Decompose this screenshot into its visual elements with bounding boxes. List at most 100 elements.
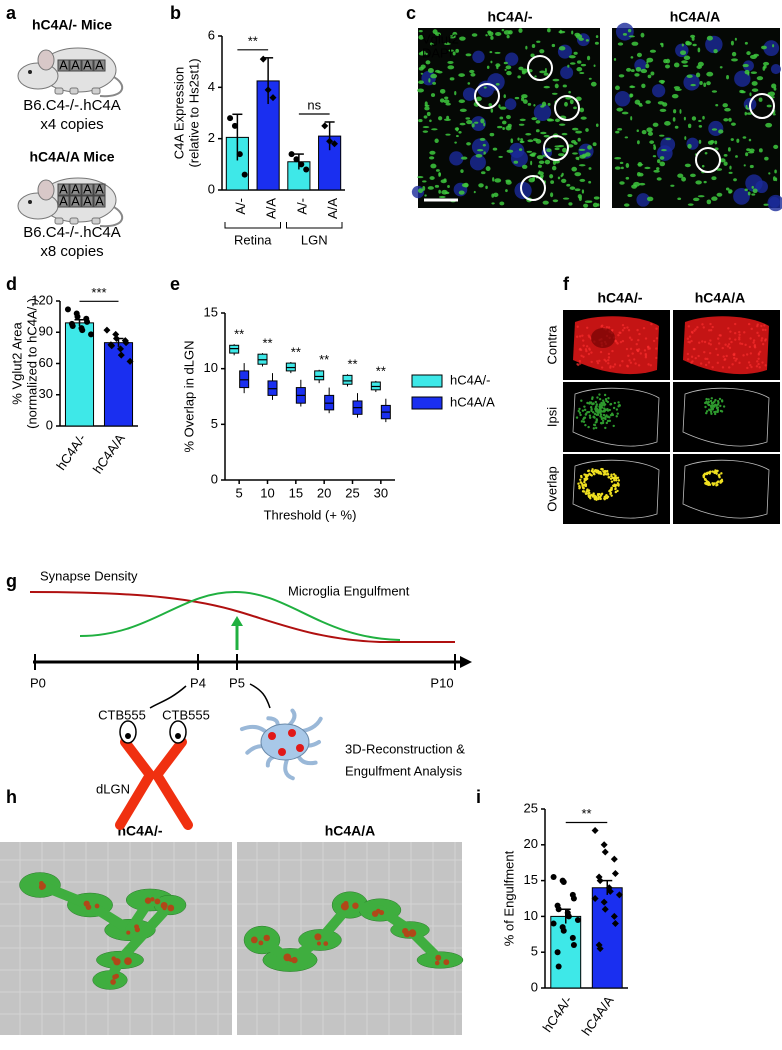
contra-texture [633, 358, 636, 361]
vglut2-puncta [443, 42, 451, 46]
vglut2-puncta [568, 202, 573, 206]
vglut2-puncta [495, 83, 500, 86]
vglut2-puncta [647, 131, 654, 136]
vglut2-puncta [536, 155, 544, 160]
contra-texture [757, 357, 760, 360]
ipsi-signal [716, 403, 720, 406]
vglut2-puncta [756, 76, 764, 81]
engulfed-material [250, 936, 258, 944]
vglut2-puncta [731, 51, 737, 57]
contra-texture [621, 329, 625, 332]
ipsi-signal [713, 410, 716, 414]
vglut2-puncta [690, 83, 696, 87]
vglut2-puncta [744, 41, 748, 45]
ipsi-signal [705, 410, 709, 413]
vglut2-puncta [471, 123, 475, 128]
y-tick-label: 10 [204, 360, 218, 375]
vglut2-puncta [578, 164, 586, 167]
y-tick-label: 20 [524, 836, 538, 851]
vglut2-puncta [543, 72, 549, 76]
vglut2-puncta [459, 36, 466, 41]
vglut2-puncta [455, 48, 459, 53]
vglut2-puncta [572, 127, 579, 131]
vglut2-puncta [749, 92, 752, 97]
contra-texture [708, 329, 711, 332]
vglut2-puncta [552, 199, 559, 203]
vglut2-puncta [463, 182, 469, 188]
overlap-signal [708, 483, 712, 486]
contra-texture [738, 336, 741, 339]
data-point [88, 331, 95, 338]
vglut2-puncta [572, 152, 578, 155]
vglut2-puncta [661, 149, 667, 152]
vglut2-puncta [554, 83, 559, 89]
legend-swatch [411, 374, 443, 388]
vglut2-puncta [458, 73, 465, 77]
engulfed-material [114, 973, 120, 979]
overlap-signal [585, 490, 588, 493]
contra-texture [738, 333, 741, 336]
vglut2-puncta [658, 79, 666, 84]
data-point [550, 874, 557, 881]
vglut2-puncta [673, 86, 680, 90]
y-tick-label: 5 [211, 416, 218, 431]
vglut2-puncta [445, 102, 451, 106]
overlap-signal [702, 473, 706, 477]
vglut2-puncta [697, 47, 701, 53]
vglut2-puncta [627, 28, 632, 33]
vglut2-puncta [682, 64, 689, 68]
contra-texture [587, 352, 591, 356]
vglut2-puncta [430, 163, 437, 169]
vglut2-puncta [684, 136, 687, 140]
allele-label: A [71, 193, 80, 208]
ipsi-signal [707, 398, 710, 401]
vglut2-puncta [448, 49, 454, 52]
ipsi-signal [609, 403, 612, 406]
contra-texture [582, 344, 585, 347]
engulfed-material [408, 929, 417, 937]
vglut2-puncta [723, 161, 728, 166]
vglut2-puncta [561, 172, 564, 177]
data-point [321, 122, 329, 130]
vglut2-puncta [622, 33, 628, 36]
contra-texture [743, 331, 746, 334]
contra-texture [763, 324, 766, 327]
vglut2-puncta [653, 169, 660, 173]
mouse-strain: B6.C4-/-.hC4A [23, 97, 121, 114]
dapi-nucleus [652, 84, 666, 98]
vglut2-puncta [575, 96, 582, 102]
dlgn-outline [572, 459, 660, 519]
vglut2-puncta [706, 81, 711, 86]
overlap-signal [616, 482, 620, 485]
contra-texture [611, 328, 614, 332]
contra-texture [707, 342, 711, 345]
vglut2-puncta [514, 96, 520, 100]
contra-texture [722, 355, 725, 358]
vglut2-puncta [636, 129, 639, 133]
x-tick-label: 30 [374, 485, 388, 500]
vglut2-puncta [417, 188, 424, 194]
vglut2-puncta [736, 138, 740, 143]
contra-texture [584, 348, 588, 351]
vglut2-puncta [418, 51, 426, 56]
ipsi-signal [715, 406, 719, 410]
contra-texture [753, 346, 757, 349]
contra-texture [716, 361, 720, 365]
vglut2-puncta [430, 93, 436, 97]
dapi-nucleus [636, 193, 650, 207]
vglut2-puncta [569, 62, 576, 65]
vglut2-puncta [489, 51, 493, 54]
allele-box [57, 59, 70, 72]
vglut2-puncta [502, 126, 505, 130]
contra-texture [733, 352, 736, 356]
contra-texture [744, 343, 747, 347]
vglut2-puncta [590, 81, 597, 87]
vglut2-puncta [716, 168, 723, 171]
microglia-branch [115, 900, 175, 965]
contra-texture [636, 348, 639, 352]
vglut2-puncta [728, 117, 732, 122]
eye [169, 720, 187, 744]
overlap-signal [715, 484, 718, 487]
vglut2-puncta [447, 65, 455, 70]
vglut2-puncta [505, 65, 512, 70]
